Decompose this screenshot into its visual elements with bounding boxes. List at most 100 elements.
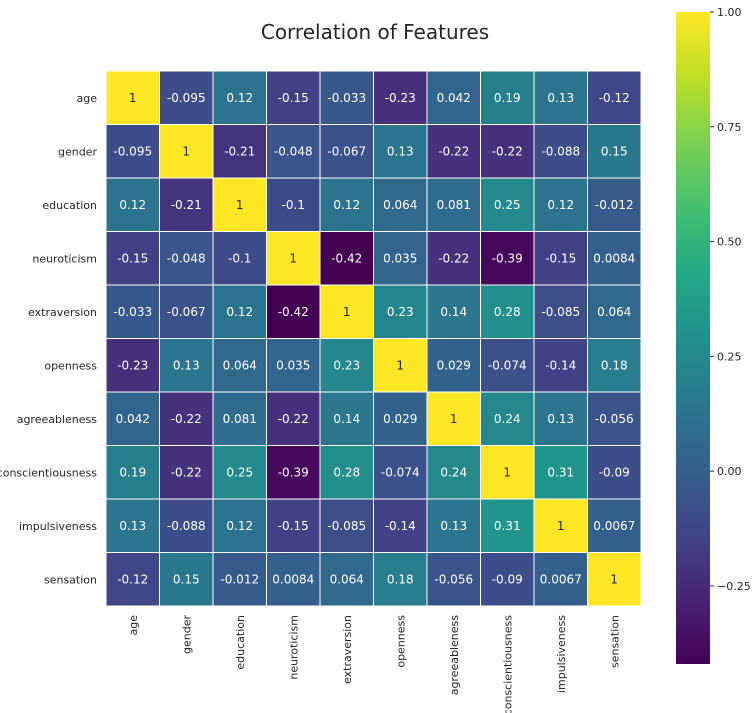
cell-value-label: 0.064 <box>330 572 364 586</box>
cell-value-label: -0.033 <box>327 91 366 105</box>
heatmap-cell <box>159 498 214 553</box>
cell-value-label: -0.074 <box>488 358 527 372</box>
cell-value-label: -0.21 <box>171 198 202 212</box>
cell-value-label: -0.056 <box>434 572 473 586</box>
colorbar <box>676 12 710 664</box>
heatmap-cell <box>159 124 214 179</box>
heatmap-cell <box>105 177 160 232</box>
cell-value-label: 0.19 <box>119 465 146 479</box>
heatmap-cell <box>159 445 214 500</box>
heatmap-cell <box>426 552 481 607</box>
cell-value-label: 1 <box>236 198 244 212</box>
y-tick-label: impulsiveness <box>19 520 97 533</box>
cell-value-label: -0.23 <box>117 358 148 372</box>
cell-value-label: 0.13 <box>173 358 200 372</box>
x-tick-label: impulsiveness <box>555 615 568 693</box>
cell-value-label: 1 <box>610 572 618 586</box>
cell-value-label: 1 <box>396 358 404 372</box>
heatmap-cell <box>480 498 535 553</box>
heatmap-cell <box>587 177 642 232</box>
heatmap-cell <box>105 498 160 553</box>
cell-value-label: -0.14 <box>385 519 416 533</box>
cell-value-label: 0.0067 <box>593 519 635 533</box>
cell-value-label: -0.048 <box>274 144 313 158</box>
cell-value-label: 0.25 <box>226 465 253 479</box>
heatmap-cell <box>105 231 160 286</box>
heatmap-cell <box>480 177 535 232</box>
cell-value-label: -0.22 <box>492 144 523 158</box>
cell-value-label: 0.042 <box>116 412 150 426</box>
cell-value-label: 0.24 <box>494 412 521 426</box>
y-tick-label: sensation <box>44 573 97 586</box>
heatmap-cell <box>319 284 374 339</box>
heatmap-cell <box>105 391 160 446</box>
y-tick-label: age <box>77 92 98 105</box>
cell-value-label: 0.13 <box>547 91 574 105</box>
cell-value-label: 0.28 <box>333 465 360 479</box>
x-tick-label: sensation <box>608 615 621 668</box>
cell-value-label: -0.095 <box>167 91 206 105</box>
heatmap-cell <box>587 498 642 553</box>
heatmap-cell <box>533 445 588 500</box>
heatmap-cell <box>266 338 321 393</box>
heatmap-cell <box>533 338 588 393</box>
colorbar-tick-label: 0.00 <box>717 465 742 478</box>
heatmap-cell <box>159 552 214 607</box>
cell-value-label: 0.12 <box>226 91 253 105</box>
heatmap-cell <box>373 124 428 179</box>
heatmap-cell <box>533 284 588 339</box>
heatmap-cell <box>319 445 374 500</box>
heatmap-cell <box>212 338 267 393</box>
cell-value-label: 1 <box>450 412 458 426</box>
heatmap-cell <box>159 70 214 125</box>
cell-value-label: -0.15 <box>278 91 309 105</box>
heatmap-cell <box>212 284 267 339</box>
heatmap-cell <box>373 338 428 393</box>
y-tick-label: education <box>42 199 97 212</box>
y-axis-labels: age gender education neuroticism extraversio… <box>0 92 97 587</box>
heatmap-cell <box>373 284 428 339</box>
x-tick-label: age <box>127 615 140 636</box>
x-tick-label: agreeableness <box>448 615 461 696</box>
cell-value-label: -0.42 <box>331 251 362 265</box>
heatmap-cell <box>533 391 588 446</box>
y-tick-label: openness <box>44 359 97 372</box>
cell-value-label: -0.12 <box>599 91 630 105</box>
x-tick-label: neuroticism <box>287 615 300 680</box>
cell-value-label: -0.1 <box>228 251 251 265</box>
cell-value-label: 0.31 <box>494 519 521 533</box>
cell-value-label: -0.22 <box>278 412 309 426</box>
cell-value-label: 0.15 <box>173 572 200 586</box>
heatmap-cell <box>266 498 321 553</box>
cell-value-label: -0.14 <box>545 358 576 372</box>
cell-value-label: -0.012 <box>595 198 634 212</box>
cell-value-label: 0.035 <box>383 251 417 265</box>
cell-value-label: 0.042 <box>437 91 471 105</box>
heatmap-cell <box>212 552 267 607</box>
cell-value-label: -0.095 <box>113 144 152 158</box>
cell-value-label: -0.09 <box>492 572 523 586</box>
heatmap-cell <box>533 498 588 553</box>
cell-value-label: 0.14 <box>440 305 467 319</box>
cell-value-label: 0.081 <box>437 198 471 212</box>
heatmap-cell <box>426 231 481 286</box>
cell-value-label: -0.085 <box>327 519 366 533</box>
heatmap-cell <box>426 391 481 446</box>
cell-value-label: -0.21 <box>224 144 255 158</box>
x-tick-label: education <box>234 615 247 670</box>
cell-value-label: 1 <box>503 465 511 479</box>
chart-title: Correlation of Features <box>261 20 489 44</box>
colorbar-tick-label: 0.25 <box>717 350 742 363</box>
cell-value-label: 0.0067 <box>540 572 582 586</box>
heatmap-cell <box>587 445 642 500</box>
x-tick-label: gender <box>180 615 193 654</box>
heatmap-cell <box>266 391 321 446</box>
colorbar-tick-label: 0.50 <box>717 236 742 249</box>
heatmap-cell <box>105 70 160 125</box>
cell-value-label: 0.31 <box>547 465 574 479</box>
colorbar-tick-label: −0.25 <box>717 580 751 593</box>
heatmap-cell <box>480 284 535 339</box>
heatmap-cell <box>426 177 481 232</box>
heatmap-cell <box>212 498 267 553</box>
